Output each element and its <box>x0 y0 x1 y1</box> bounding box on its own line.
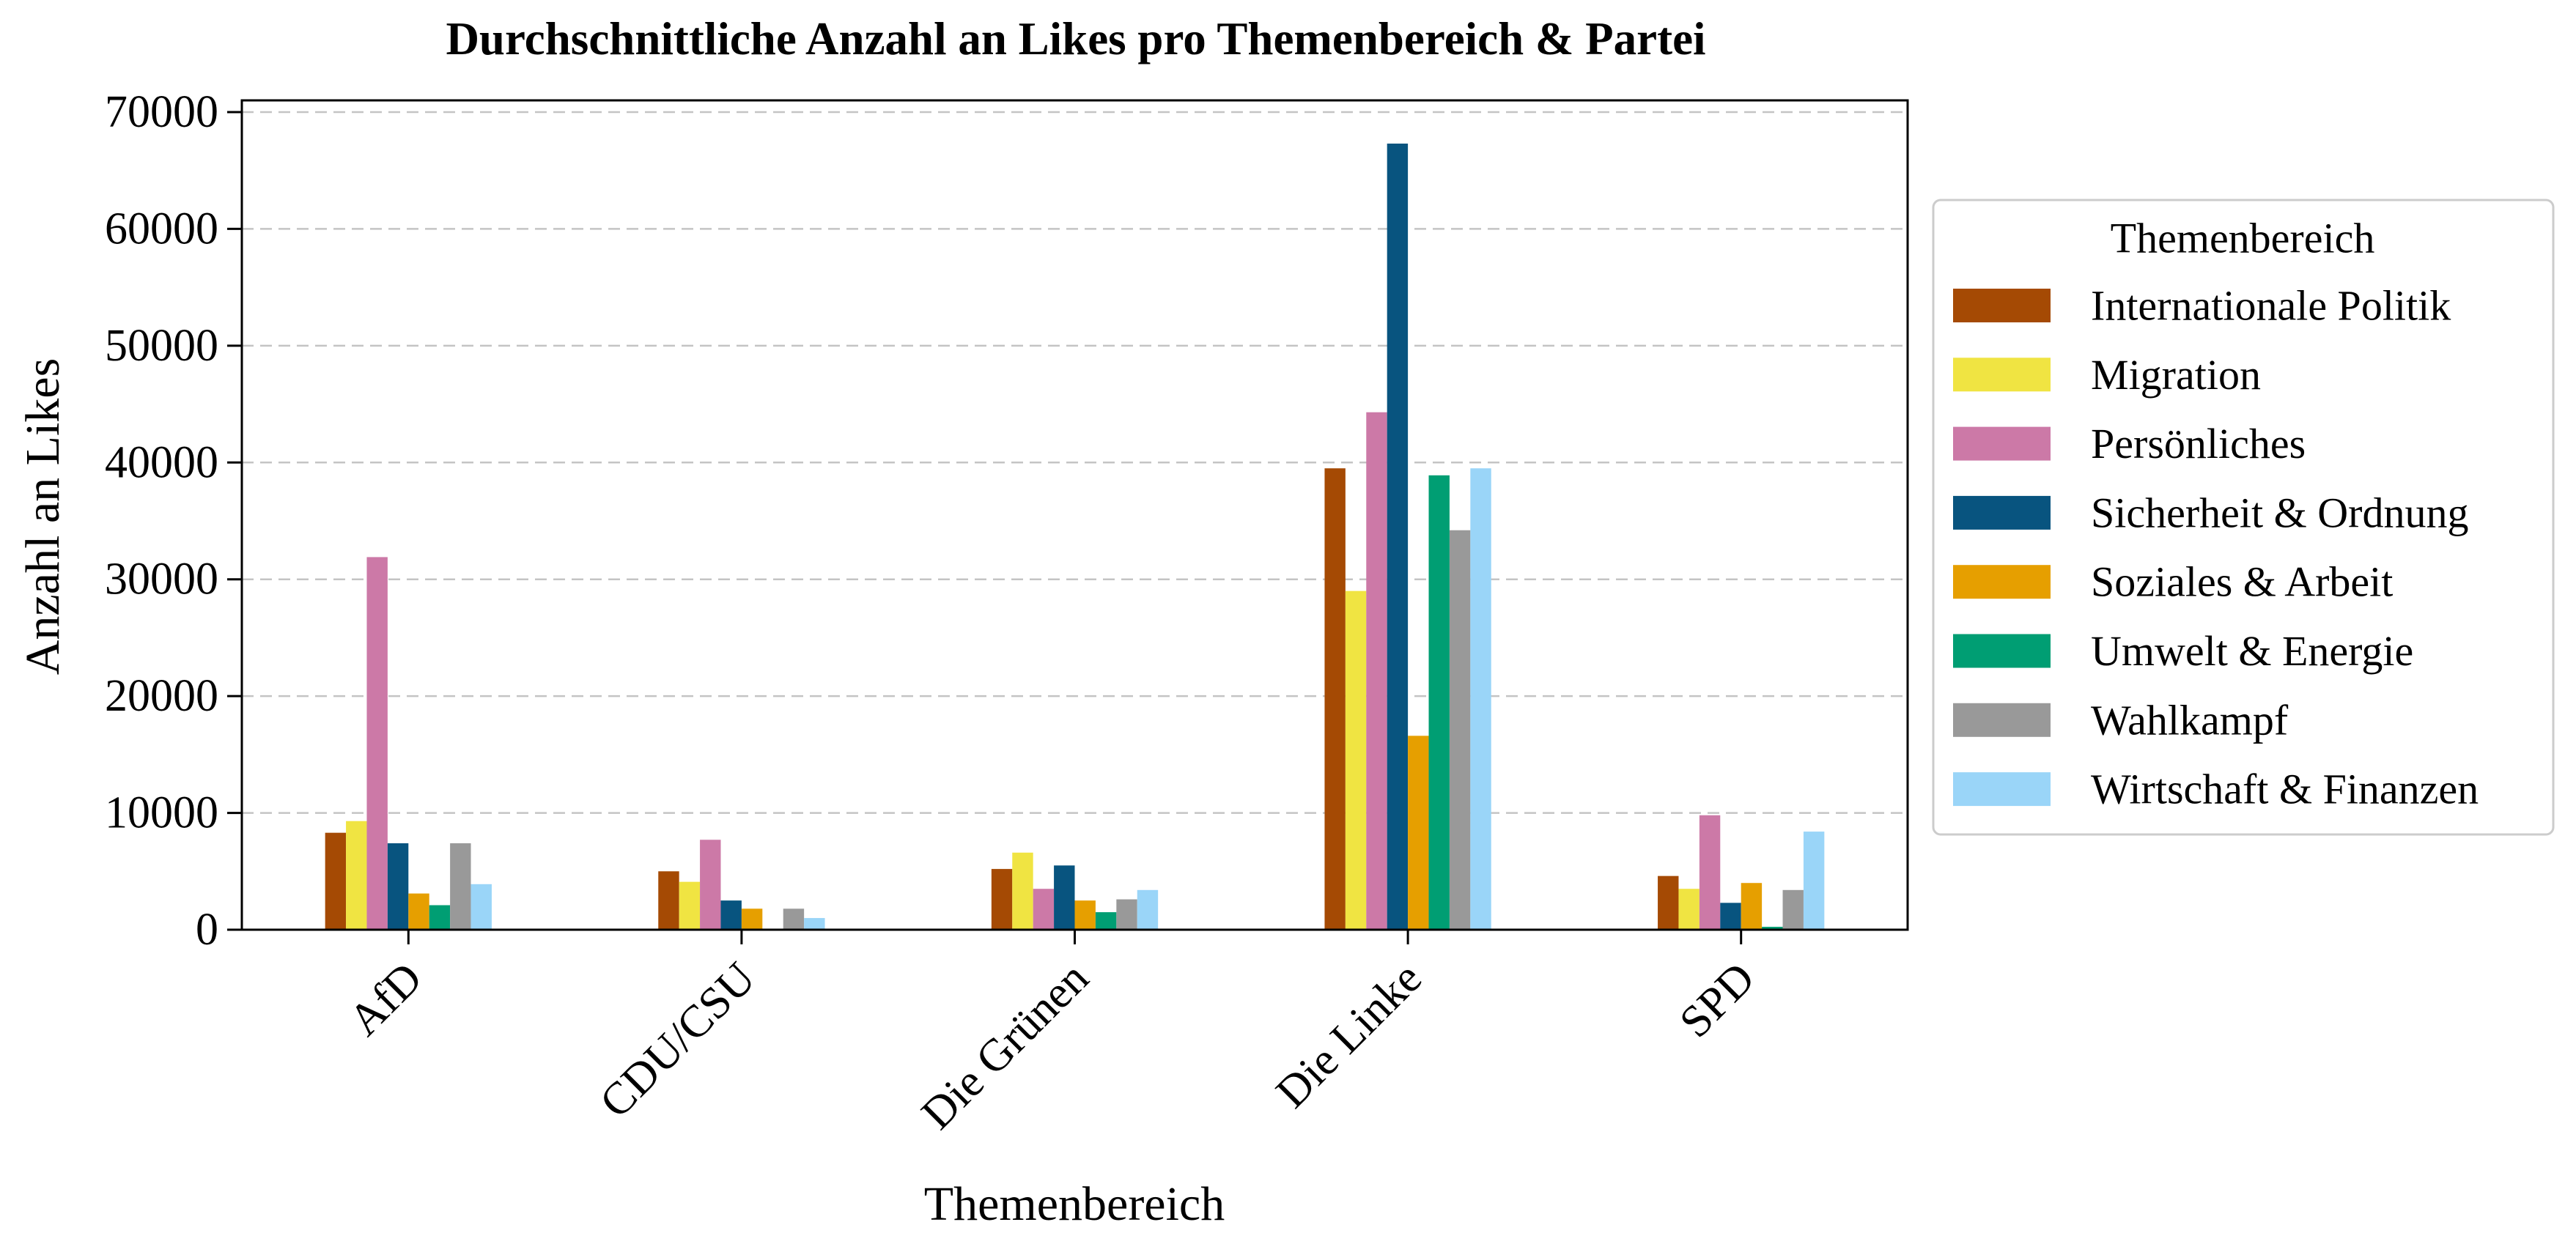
bar-umwelt-und-energie-afd <box>429 905 451 930</box>
y-tick-label-20000: 20000 <box>105 671 218 721</box>
legend-label-wirtschaft-und-finanzen: Wirtschaft & Finanzen <box>2091 766 2479 813</box>
legend-swatch-soziales-und-arbeit <box>1953 565 2051 599</box>
bar-persoenliches-afd <box>366 557 388 930</box>
bar-internationale-politik-die-gruenen <box>991 869 1013 930</box>
bar-internationale-politik-die-linke <box>1324 468 1346 930</box>
x-tick-label-die-gruenen: Die Grünen <box>912 953 1099 1139</box>
x-tick-label-die-linke: Die Linke <box>1266 953 1431 1118</box>
legend-swatch-migration <box>1953 358 2051 392</box>
bar-sicherheit-und-ordnung-spd <box>1720 903 1741 930</box>
bar-wirtschaft-und-finanzen-cdu-csu <box>804 918 825 930</box>
chart-title: Durchschnittliche Anzahl an Likes pro Th… <box>446 13 1705 64</box>
legend-swatch-internationale-politik <box>1953 289 2051 322</box>
y-tick-label-60000: 60000 <box>105 204 218 253</box>
bar-migration-spd <box>1678 889 1700 930</box>
y-tick-label-40000: 40000 <box>105 437 218 487</box>
bar-migration-die-linke <box>1345 591 1367 930</box>
bar-wirtschaft-und-finanzen-spd <box>1803 832 1825 930</box>
bar-wahlkampf-die-linke <box>1449 530 1471 930</box>
legend-title: Themenbereich <box>2111 215 2375 262</box>
bar-internationale-politik-cdu-csu <box>658 871 679 930</box>
x-tick-label-spd: SPD <box>1670 953 1765 1048</box>
bars <box>325 143 1825 930</box>
legend-label-sicherheit-und-ordnung: Sicherheit & Ordnung <box>2091 489 2468 536</box>
bar-wahlkampf-afd <box>450 843 471 930</box>
bar-soziales-und-arbeit-die-gruenen <box>1074 900 1096 930</box>
bar-wirtschaft-und-finanzen-afd <box>470 884 492 930</box>
bar-internationale-politik-afd <box>325 832 347 930</box>
bar-umwelt-und-energie-die-gruenen <box>1095 912 1117 930</box>
bar-internationale-politik-spd <box>1658 875 1679 930</box>
bar-wirtschaft-und-finanzen-die-linke <box>1470 468 1491 930</box>
legend: Themenbereich Internationale Politik Migr… <box>1932 199 2555 836</box>
bar-umwelt-und-energie-spd <box>1762 927 1783 930</box>
bar-migration-die-gruenen <box>1012 852 1033 930</box>
legend-label-soziales-und-arbeit: Soziales & Arbeit <box>2091 558 2393 606</box>
bar-wirtschaft-und-finanzen-die-gruenen <box>1137 889 1159 930</box>
legend-swatch-sicherheit-und-ordnung <box>1953 495 2051 530</box>
legend-label-wahlkampf: Wahlkampf <box>2091 696 2289 744</box>
bar-wahlkampf-cdu-csu <box>783 908 805 930</box>
bar-soziales-und-arbeit-afd <box>408 893 429 930</box>
gridlines <box>242 111 1908 931</box>
legend-swatch-wirtschaft-und-finanzen <box>1953 772 2051 807</box>
bar-soziales-und-arbeit-cdu-csu <box>741 908 763 930</box>
legend-box <box>1932 199 2555 836</box>
plot-frame <box>240 99 1909 931</box>
bar-sicherheit-und-ordnung-cdu-csu <box>720 900 742 930</box>
legend-swatch-wahlkampf <box>1953 703 2051 737</box>
bar-sicherheit-und-ordnung-die-gruenen <box>1054 865 1075 930</box>
bar-soziales-und-arbeit-spd <box>1741 883 1763 930</box>
bar-umwelt-und-energie-die-linke <box>1428 475 1450 930</box>
x-tick-label-cdu-csu: CDU/CSU <box>591 953 765 1128</box>
bar-sicherheit-und-ordnung-afd <box>387 843 409 930</box>
x-axis-label: Themenbereich <box>924 1177 1225 1231</box>
y-tick-label-50000: 50000 <box>105 321 218 371</box>
bar-soziales-und-arbeit-die-linke <box>1408 736 1429 930</box>
bar-wahlkampf-die-gruenen <box>1116 899 1137 930</box>
bar-persoenliches-spd <box>1699 815 1721 930</box>
bar-wahlkampf-spd <box>1782 889 1804 930</box>
bar-persoenliches-cdu-csu <box>700 840 721 930</box>
y-tick-label-70000: 70000 <box>105 87 218 137</box>
legend-swatch-persoenliches <box>1953 426 2051 461</box>
bar-sicherheit-und-ordnung-die-linke <box>1387 143 1409 930</box>
legend-items: Internationale Politik Migration Persönlic… <box>1953 282 2479 813</box>
legend-label-umwelt-und-energie: Umwelt & Energie <box>2091 627 2413 675</box>
y-tick-label-10000: 10000 <box>105 788 218 838</box>
bar-persoenliches-die-linke <box>1366 412 1387 930</box>
y-tick-label-0: 0 <box>196 905 218 955</box>
bar-migration-afd <box>346 821 367 930</box>
legend-swatch-umwelt-und-energie <box>1953 634 2051 668</box>
y-axis-label: Anzahl an Likes <box>16 358 70 675</box>
bar-persoenliches-die-gruenen <box>1033 889 1055 930</box>
legend-label-migration: Migration <box>2091 351 2261 399</box>
bar-migration-cdu-csu <box>679 881 701 930</box>
x-tick-label-afd: AfD <box>339 953 432 1045</box>
legend-label-internationale-politik: Internationale Politik <box>2091 282 2451 330</box>
y-tick-label-30000: 30000 <box>105 555 218 604</box>
legend-label-persoenliches: Persönliches <box>2091 420 2306 467</box>
